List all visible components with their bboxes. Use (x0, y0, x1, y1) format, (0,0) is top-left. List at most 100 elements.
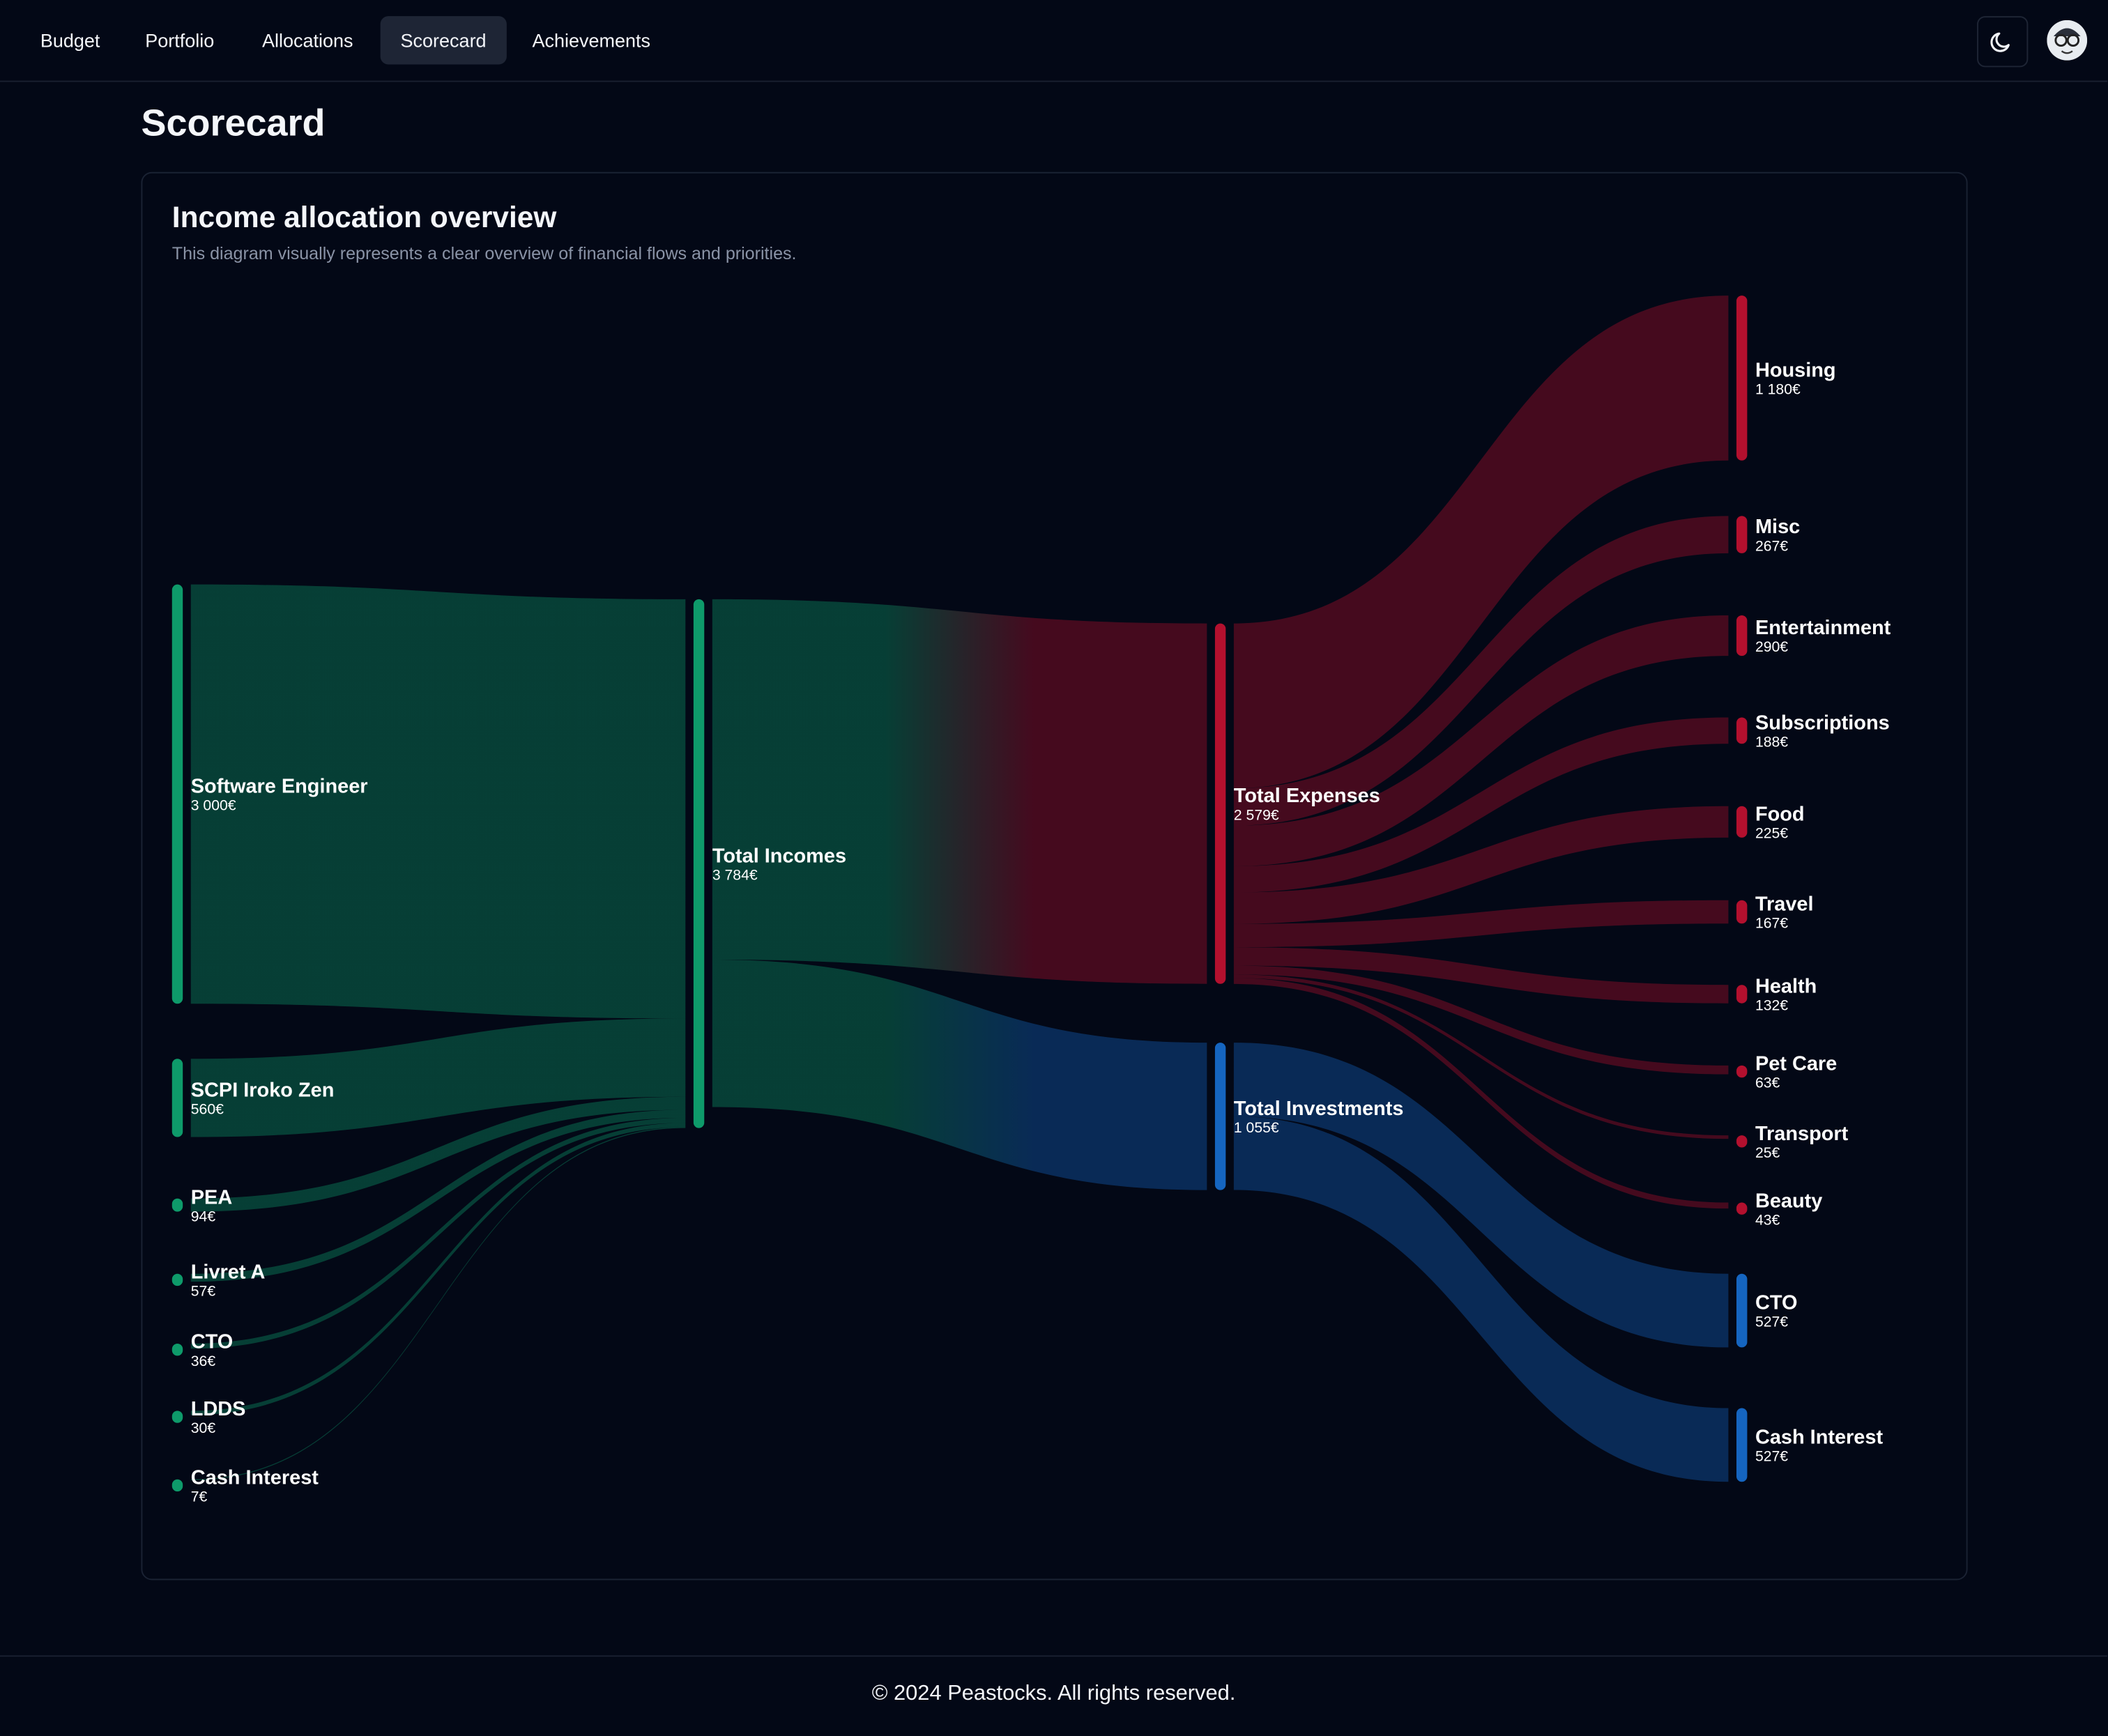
node (1736, 1065, 1748, 1078)
link (190, 1096, 686, 1212)
node (1736, 295, 1748, 461)
nav-item[interactable]: Scorecard (380, 16, 507, 65)
link (1233, 1043, 1729, 1348)
node (1736, 1202, 1748, 1215)
link (190, 1109, 686, 1282)
footer: © 2024 Peastocks. All rights reserved. (871, 1682, 1236, 1705)
node-value: 3 000€ (191, 798, 236, 814)
node (171, 1273, 183, 1286)
node-value: 290€ (1755, 639, 1788, 655)
node (1736, 806, 1748, 838)
node-label: Health (1755, 976, 1817, 998)
link (1233, 717, 1729, 893)
node (1736, 516, 1748, 553)
node (171, 1059, 183, 1137)
node-label: Transport (1755, 1123, 1849, 1145)
node (171, 1198, 183, 1212)
node-value: 560€ (191, 1102, 224, 1118)
node-label: Cash Interest (1755, 1426, 1884, 1448)
node-label: SCPI Iroko Zen (191, 1079, 335, 1101)
link (1233, 900, 1729, 948)
page-title: Scorecard (141, 102, 326, 144)
node-value: 1 180€ (1755, 382, 1801, 398)
node-value: 94€ (191, 1208, 216, 1224)
node-label: Software Engineer (191, 776, 368, 798)
node-label: Beauty (1755, 1190, 1822, 1212)
link (190, 1018, 686, 1137)
node (1736, 900, 1748, 924)
link (1233, 615, 1729, 866)
node-label: CTO (191, 1331, 234, 1353)
node-label: CTO (1755, 1292, 1798, 1314)
link (1233, 978, 1729, 1209)
link (190, 584, 686, 1019)
node-value: 2 579€ (1234, 807, 1279, 823)
node (1214, 623, 1226, 984)
node-label: PEA (191, 1186, 233, 1208)
node-label: Travel (1755, 893, 1814, 916)
node-label: Misc (1755, 516, 1800, 538)
node-value: 36€ (191, 1353, 216, 1369)
node-value: 30€ (191, 1420, 216, 1436)
node (1736, 1273, 1748, 1348)
link (1233, 1116, 1729, 1482)
node-value: 63€ (1755, 1075, 1780, 1091)
node-value: 43€ (1755, 1212, 1780, 1228)
link (190, 1123, 686, 1415)
node-value: 527€ (1755, 1314, 1788, 1330)
node (1214, 1043, 1226, 1190)
node-label: Total Incomes (712, 845, 846, 867)
node-label: Livret A (191, 1261, 266, 1283)
avatar[interactable] (2047, 20, 2088, 61)
node-value: 188€ (1755, 735, 1788, 751)
node-value: 1 055€ (1234, 1120, 1279, 1136)
node-value: 25€ (1755, 1145, 1780, 1161)
node (171, 1411, 183, 1423)
node (171, 1344, 183, 1356)
navbar: Budget Portfolio Allocations Scorecard Achie… (0, 0, 2108, 82)
node-label: Food (1755, 803, 1805, 825)
link (190, 1127, 686, 1481)
link (1233, 974, 1729, 1139)
link (1233, 806, 1729, 924)
node-label: Total Expenses (1234, 785, 1380, 807)
node (693, 599, 705, 1128)
node-label: Subscriptions (1755, 712, 1890, 734)
nav-item[interactable]: Allocations (261, 29, 353, 52)
link (1233, 295, 1729, 789)
nav-item[interactable]: Achievements (532, 29, 651, 52)
node (1736, 615, 1748, 656)
link (712, 960, 1207, 1190)
node-label: Total Investments (1234, 1098, 1404, 1120)
link (1233, 965, 1729, 1075)
link (712, 599, 1207, 984)
node-label: Housing (1755, 360, 1836, 382)
node-label: Entertainment (1755, 617, 1891, 639)
node-label: LDDS (191, 1398, 246, 1420)
nav-item[interactable]: Budget (40, 29, 100, 52)
node (1736, 1135, 1748, 1148)
link (1233, 516, 1729, 826)
node-value: 167€ (1755, 916, 1788, 932)
card-title: Income allocation overview (171, 200, 557, 234)
node-value: 7€ (191, 1489, 208, 1505)
node (1736, 717, 1748, 744)
nav-item[interactable]: Portfolio (145, 29, 215, 52)
node-value: 267€ (1755, 538, 1788, 554)
link (190, 1117, 686, 1349)
node (1736, 1408, 1748, 1482)
node-value: 225€ (1755, 825, 1788, 841)
node-value: 57€ (191, 1284, 216, 1300)
node (171, 1479, 183, 1492)
node (171, 584, 183, 1004)
node-label: Cash Interest (191, 1466, 319, 1489)
card: Income allocation overview This diagram … (141, 171, 1968, 1581)
footer-divider (0, 1655, 2108, 1657)
node (1736, 985, 1748, 1004)
node-value: 132€ (1755, 998, 1788, 1014)
links (190, 295, 1729, 1482)
theme-toggle[interactable] (1977, 16, 2029, 68)
